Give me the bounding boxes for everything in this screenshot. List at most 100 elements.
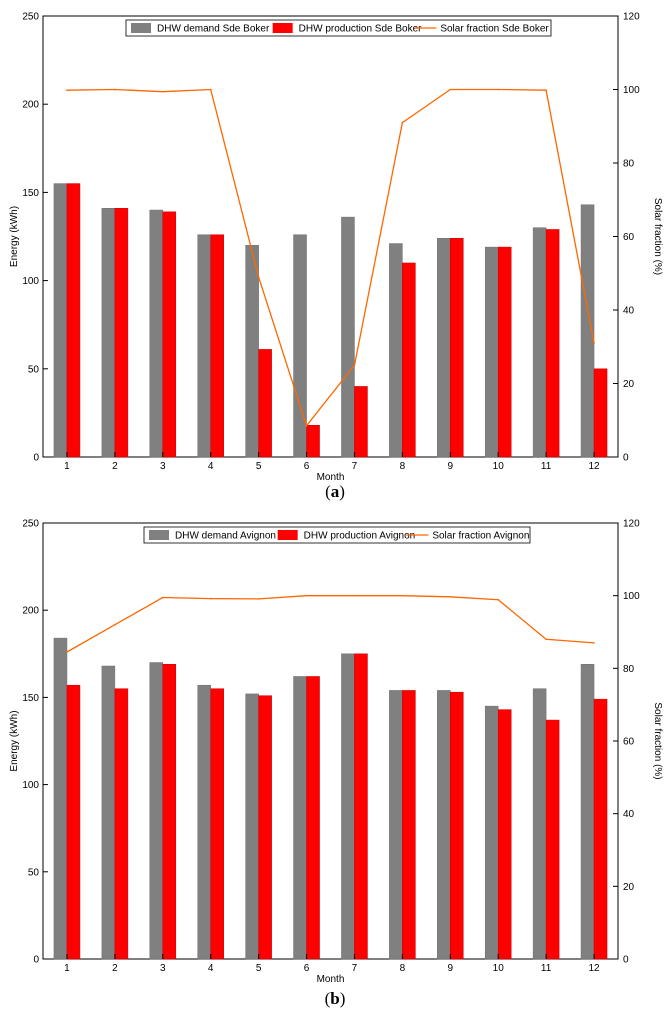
solar-fraction-point-month-5 xyxy=(257,598,260,600)
x-axis-tick-label: 2 xyxy=(112,461,118,472)
right-axis-tick-label: 40 xyxy=(623,809,635,820)
bar-demand-month-10 xyxy=(484,705,499,960)
bar-demand-month-9 xyxy=(437,690,451,960)
y-axis-label: Energy (kWh) xyxy=(9,710,20,771)
y2-axis-label: Solar fraction (%) xyxy=(652,198,663,275)
x-axis-tick-label: 5 xyxy=(256,963,262,974)
legend-swatch-production xyxy=(277,530,298,540)
bar-production-month-3 xyxy=(162,664,177,960)
left-axis-tick-label: 250 xyxy=(22,519,39,530)
legend-label: DHW demand Sde Boker xyxy=(157,24,270,35)
legend-label: Solar fraction Sde Boker xyxy=(440,24,549,35)
legend-label: Solar fraction Avignon xyxy=(432,531,529,542)
solar-fraction-point-month-4 xyxy=(209,88,212,91)
legend-box xyxy=(125,19,552,37)
solar-fraction-line xyxy=(66,595,595,653)
solar-fraction-point-month-9 xyxy=(449,595,452,598)
bar-demand-month-4 xyxy=(197,684,211,960)
bar-demand-month-2 xyxy=(101,208,116,458)
y2-axis-label: Solar fraction (%) xyxy=(652,702,663,779)
x-axis-tick-label: 1 xyxy=(64,963,70,974)
solar-fraction-point-month-7 xyxy=(353,364,356,366)
bar-demand-month-5 xyxy=(245,245,259,458)
bar-production-month-12 xyxy=(593,368,608,458)
bar-production-month-7 xyxy=(354,386,368,458)
plot-area xyxy=(42,522,619,960)
solar-fraction-point-month-11 xyxy=(545,638,547,641)
bar-demand-month-12 xyxy=(580,204,595,458)
bar-production-month-3 xyxy=(162,211,177,458)
bar-production-month-8 xyxy=(402,262,416,458)
right-axis-tick-label: 40 xyxy=(623,306,635,317)
x-axis-tick-label: 11 xyxy=(541,963,552,974)
solar-fraction-point-month-10 xyxy=(497,88,500,91)
solar-fraction-point-month-5 xyxy=(257,276,260,278)
legend: DHW demand Avignon DHW production Avignon… xyxy=(143,526,531,544)
x-axis-tick-label: 8 xyxy=(400,461,406,472)
solar-fraction-point-month-8 xyxy=(401,121,404,124)
solar-fraction-point-month-12 xyxy=(593,642,595,644)
x-axis-tick-label: 5 xyxy=(256,461,262,472)
x-axis-label: Month xyxy=(317,472,345,483)
bar-production-month-4 xyxy=(210,688,224,960)
bar-production-month-10 xyxy=(497,709,512,960)
legend-label: DHW production Sde Boker xyxy=(299,24,423,35)
solar-fraction-point-month-7 xyxy=(353,594,356,597)
solar-fraction-point-month-3 xyxy=(161,596,164,599)
bar-demand-month-3 xyxy=(149,662,164,960)
right-axis-tick-label: 60 xyxy=(623,232,635,243)
x-axis-tick-label: 3 xyxy=(160,461,166,472)
left-axis-tick-label: 200 xyxy=(22,606,39,617)
bar-demand-month-11 xyxy=(532,688,547,960)
right-axis-tick-label: 100 xyxy=(623,591,640,602)
solar-fraction-point-month-4 xyxy=(209,597,212,600)
solar-fraction-point-month-3 xyxy=(161,90,164,93)
bar-production-month-11 xyxy=(545,229,560,458)
left-axis-tick-label: 100 xyxy=(22,780,39,791)
bar-production-month-8 xyxy=(402,690,416,960)
right-axis-tick-label: 20 xyxy=(623,379,635,390)
x-axis-tick-label: 11 xyxy=(541,461,552,472)
solar-fraction-point-month-6 xyxy=(305,594,308,597)
solar-fraction-point-month-1 xyxy=(66,89,68,92)
legend-label: DHW production Avignon xyxy=(304,531,416,542)
x-axis-tick-label: 8 xyxy=(400,963,406,974)
x-axis-tick-label: 9 xyxy=(448,461,454,472)
x-axis-tick-label: 9 xyxy=(448,963,454,974)
right-axis-tick-label: 20 xyxy=(623,882,635,893)
legend-swatch-production xyxy=(272,23,293,33)
x-axis-tick-label: 6 xyxy=(304,461,310,472)
right-axis-tick-label: 80 xyxy=(623,664,635,675)
solar-fraction-point-month-9 xyxy=(449,88,452,91)
bar-production-month-4 xyxy=(210,234,224,458)
bar-demand-month-6 xyxy=(293,676,307,960)
bar-production-month-6 xyxy=(306,676,320,960)
solar-fraction-point-month-1 xyxy=(66,651,68,653)
x-axis-label: Month xyxy=(317,974,345,985)
bar-production-month-2 xyxy=(114,688,129,960)
right-axis-tick-label: 120 xyxy=(623,12,640,23)
x-axis-tick-label: 4 xyxy=(208,461,214,472)
y-axis-label: Energy (kWh) xyxy=(9,206,20,267)
left-axis-tick-label: 50 xyxy=(28,364,40,375)
solar-fraction-point-month-6 xyxy=(305,424,308,427)
bar-production-month-12 xyxy=(593,698,608,960)
left-axis-tick-label: 150 xyxy=(22,693,39,704)
bar-demand-month-8 xyxy=(389,690,403,960)
bar-production-month-10 xyxy=(497,246,512,458)
bar-production-month-1 xyxy=(66,684,81,960)
solar-fraction-point-month-8 xyxy=(401,594,404,597)
legend-swatch-demand xyxy=(149,530,169,540)
bar-production-month-9 xyxy=(450,238,464,458)
panel-label: (b) xyxy=(325,989,346,1008)
right-axis-tick-label: 0 xyxy=(623,955,629,966)
solar-fraction-point-month-2 xyxy=(114,623,116,626)
plot-area xyxy=(42,15,619,458)
legend: DHW demand Sde Boker DHW production Sde B… xyxy=(125,19,552,37)
bar-demand-month-10 xyxy=(484,246,499,458)
right-axis-tick-label: 0 xyxy=(623,453,629,464)
x-axis-tick-label: 7 xyxy=(352,963,358,974)
legend-swatch-demand xyxy=(131,23,151,33)
